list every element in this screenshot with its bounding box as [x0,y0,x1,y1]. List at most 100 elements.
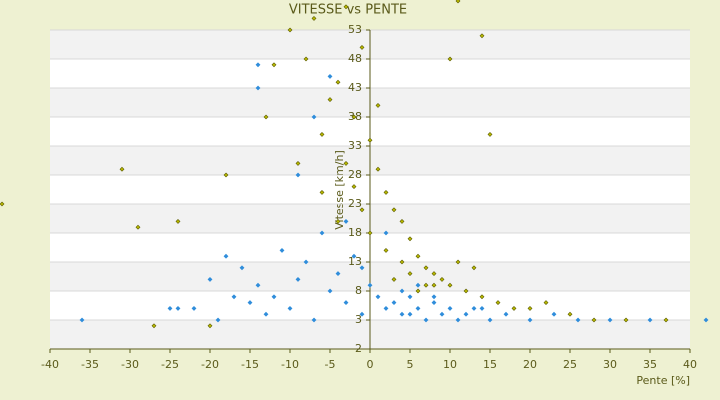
point [423,265,429,271]
x-tick-label: -25 [161,358,179,371]
x-axis-label: Pente [%] [636,374,690,387]
point [399,288,405,294]
x-tick-label: -15 [241,358,259,371]
point [343,4,349,10]
point [431,271,437,277]
x-tick-label: -35 [81,358,99,371]
point [455,0,461,4]
point [295,172,301,178]
point [431,294,437,300]
point [383,247,389,253]
y-tick-label: 48 [348,52,362,65]
point [175,305,181,311]
point [415,288,421,294]
x-tick-label: -10 [281,358,299,371]
point [359,311,365,317]
y-axis-label: Vitesse [km/h] [333,150,346,230]
point [135,224,141,230]
y-tick-label: 18 [348,226,362,239]
point [463,311,469,317]
point [271,294,277,300]
point [415,253,421,259]
point [447,282,453,288]
point [479,294,485,300]
point [447,305,453,311]
x-tick-label: 5 [407,358,414,371]
point [303,259,309,265]
point [479,33,485,39]
point [167,305,173,311]
point [351,114,357,120]
point [567,311,573,317]
y-tick-label: 8 [355,284,362,297]
point [343,300,349,306]
point [223,172,229,178]
point [191,305,197,311]
y-tick-label: 33 [348,139,362,152]
point [287,305,293,311]
point [367,282,373,288]
point [319,131,325,137]
point [623,317,629,323]
point [319,230,325,236]
point [311,317,317,323]
point [383,305,389,311]
point [79,317,85,323]
point [527,317,533,323]
point [255,85,261,91]
point [383,189,389,195]
point [391,300,397,306]
point [423,282,429,288]
x-tick-label: 25 [563,358,577,371]
point [407,236,413,242]
point [351,253,357,259]
x-tick-label: 10 [443,358,457,371]
point [527,305,533,311]
point [375,294,381,300]
point [495,300,501,306]
x-tick-label: 20 [523,358,537,371]
point [399,311,405,317]
x-tick-label: -40 [41,358,59,371]
point [383,230,389,236]
point [295,276,301,282]
point [471,265,477,271]
point [367,137,373,143]
x-tick-label: 0 [367,358,374,371]
point [431,300,437,306]
y-tick-label: 43 [348,81,362,94]
point [359,44,365,50]
point [391,207,397,213]
point [463,288,469,294]
point [647,317,653,323]
point [455,259,461,265]
point [511,305,517,311]
point [207,323,213,329]
point [487,317,493,323]
point [503,311,509,317]
point [479,305,485,311]
point [431,282,437,288]
point [255,62,261,68]
y-tick-label: 28 [348,168,362,181]
point [215,317,221,323]
point [591,317,597,323]
point [415,305,421,311]
point [175,218,181,224]
point [423,317,429,323]
x-tick-label: -5 [325,358,336,371]
point [223,253,229,259]
point [391,276,397,282]
point [327,97,333,103]
point [703,317,709,323]
point [551,311,557,317]
x-tick-label: -30 [121,358,139,371]
y-tick-label: 23 [348,197,362,210]
point [151,323,157,329]
y-tick-label: 53 [348,23,362,36]
point [359,207,365,213]
point [375,166,381,172]
point [335,79,341,85]
point [359,265,365,271]
